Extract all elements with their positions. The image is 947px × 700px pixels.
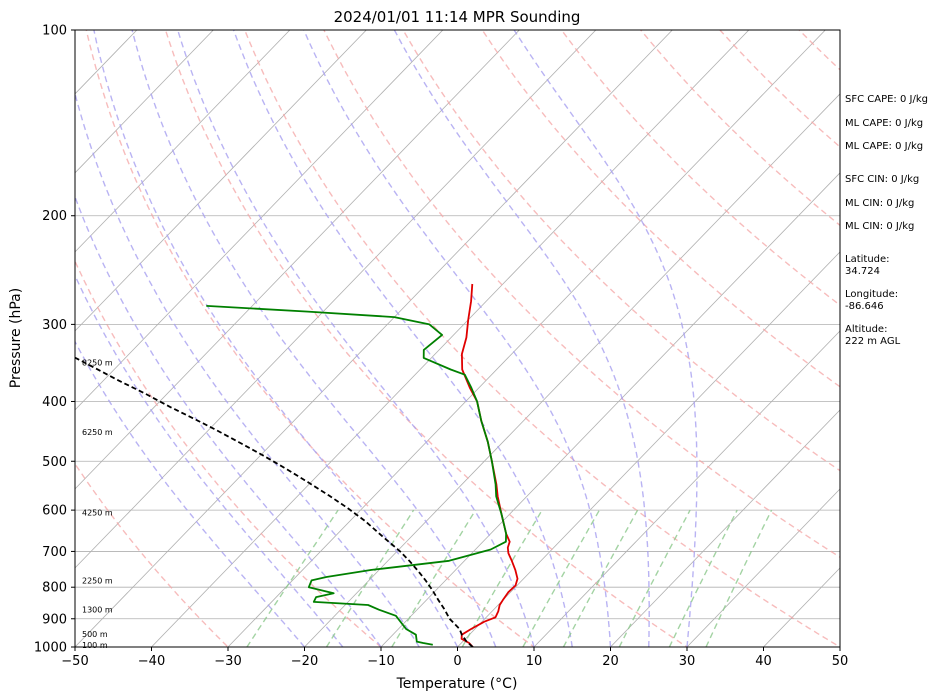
mixing-ratio-line <box>668 509 738 647</box>
y-tick-label: 900 <box>42 612 67 627</box>
mixing-ratio-line <box>562 509 639 647</box>
mixing-ratio-line <box>325 509 415 647</box>
isotherm-line <box>686 488 840 647</box>
y-axis-title: Pressure (hPa) <box>8 288 24 388</box>
isotherm-line <box>75 30 673 647</box>
isotherm-line <box>533 330 840 647</box>
grid-layer <box>75 16 947 660</box>
side-panel-line: SFC CAPE: 0 J/kg <box>845 94 928 105</box>
dry-adiabat-line <box>243 30 840 647</box>
height-label: 100 m <box>82 641 108 650</box>
x-tick-label: 40 <box>755 654 772 669</box>
isotherm-line <box>75 30 367 332</box>
moist-adiabat-line <box>75 194 382 647</box>
x-axis-title: Temperature (°C) <box>396 676 518 692</box>
isotherm-line <box>75 30 291 253</box>
x-tick-label: −10 <box>367 654 394 669</box>
dry-adiabat-line <box>481 30 840 388</box>
moist-adiabat-line <box>93 30 459 647</box>
y-tick-label: 700 <box>42 545 67 560</box>
side-panel-line: 222 m AGL <box>845 336 901 347</box>
mixing-ratio-line <box>246 509 339 647</box>
x-tick-label: 20 <box>602 654 619 669</box>
mixing-ratio-line <box>522 509 601 647</box>
height-label: 500 m <box>82 630 108 639</box>
dry-adiabat-line <box>164 30 689 647</box>
x-tick-label: 0 <box>453 654 461 669</box>
height-label: 1300 m <box>82 606 113 615</box>
x-tick-label: 10 <box>526 654 543 669</box>
height-label: 8250 m <box>82 359 113 368</box>
side-panel: SFC CAPE: 0 J/kg ML CAPE: 0 J/kg ML CAPE: … <box>845 94 928 347</box>
side-panel-line: ML CAPE: 0 J/kg <box>845 118 923 129</box>
isotherm-line <box>456 251 840 647</box>
height-labels: 100 m 500 m 1300 m 2250 m 4250 m 6250 m 8250 m <box>82 359 113 650</box>
mixing-ratio-line <box>618 509 691 647</box>
height-label: 4250 m <box>82 508 113 517</box>
moist-adiabat-line <box>513 30 698 647</box>
moist-adiabat-line <box>75 90 420 647</box>
axis-ticks: −50 −40 −30 −20 −10 0 10 20 30 40 50 1000 900 800 700 6… <box>34 24 848 670</box>
side-panel-line: 34.724 <box>845 266 880 277</box>
side-panel-line: -86.646 <box>845 301 884 312</box>
isotherm-line <box>609 409 840 647</box>
x-tick-label: 30 <box>679 654 696 669</box>
x-tick-label: 50 <box>832 654 849 669</box>
y-tick-label: 1000 <box>34 641 67 656</box>
mixing-ratio-line <box>391 509 477 647</box>
isotherm-line <box>75 30 520 490</box>
dry-adiabat-line <box>323 30 840 559</box>
parcel-path-line <box>75 356 474 647</box>
x-tick-label: −40 <box>138 654 165 669</box>
plot-frame <box>74 29 841 648</box>
isotherm-line <box>75 30 597 569</box>
moist-adiabat-line <box>232 30 573 647</box>
side-panel-line: Latitude: <box>845 254 890 265</box>
isotherm-line <box>303 93 840 647</box>
y-tick-label: 300 <box>42 318 67 333</box>
isotherm-line <box>150 30 750 647</box>
height-label: 2250 m <box>82 576 113 585</box>
side-panel-line: ML CAPE: 0 J/kg <box>845 141 923 152</box>
side-panel-line: Longitude: <box>845 289 898 300</box>
y-tick-label: 600 <box>42 504 67 519</box>
isotherm-line <box>75 30 444 411</box>
y-tick-label: 500 <box>42 455 67 470</box>
moist-adiabat-line <box>177 30 535 647</box>
moist-adiabat-line <box>393 30 650 647</box>
moist-adiabat-line <box>131 30 497 647</box>
mixing-ratio-line <box>705 509 773 647</box>
side-panel-line: ML CIN: 0 J/kg <box>845 198 914 209</box>
x-tick-label: −50 <box>61 654 88 669</box>
dry-adiabat-line <box>75 462 230 647</box>
y-tick-label: 200 <box>42 209 67 224</box>
dry-adiabat-line <box>85 30 536 647</box>
isotherm-line <box>227 30 826 647</box>
series-layer <box>75 283 519 647</box>
x-tick-label: −20 <box>291 654 318 669</box>
x-tick-label: −30 <box>214 654 241 669</box>
moist-adiabat-line <box>303 30 612 647</box>
isotherm-line <box>75 30 214 174</box>
side-panel-line: ML CIN: 0 J/kg <box>845 221 914 232</box>
side-panel-line: SFC CIN: 0 J/kg <box>845 174 919 185</box>
height-label: 6250 m <box>82 428 113 437</box>
y-tick-label: 400 <box>42 395 67 410</box>
side-panel-line: Altitude: <box>845 324 887 335</box>
dry-adiabat-line <box>718 30 840 148</box>
dry-adiabat-line <box>75 259 383 647</box>
isotherm-line <box>904 16 947 660</box>
isotherm-line <box>380 172 840 647</box>
y-tick-label: 100 <box>42 24 67 39</box>
chart-title: 2024/01/01 11:14 MPR Sounding <box>334 8 581 26</box>
y-tick-label: 800 <box>42 581 67 596</box>
dewpoint-line <box>206 305 508 646</box>
